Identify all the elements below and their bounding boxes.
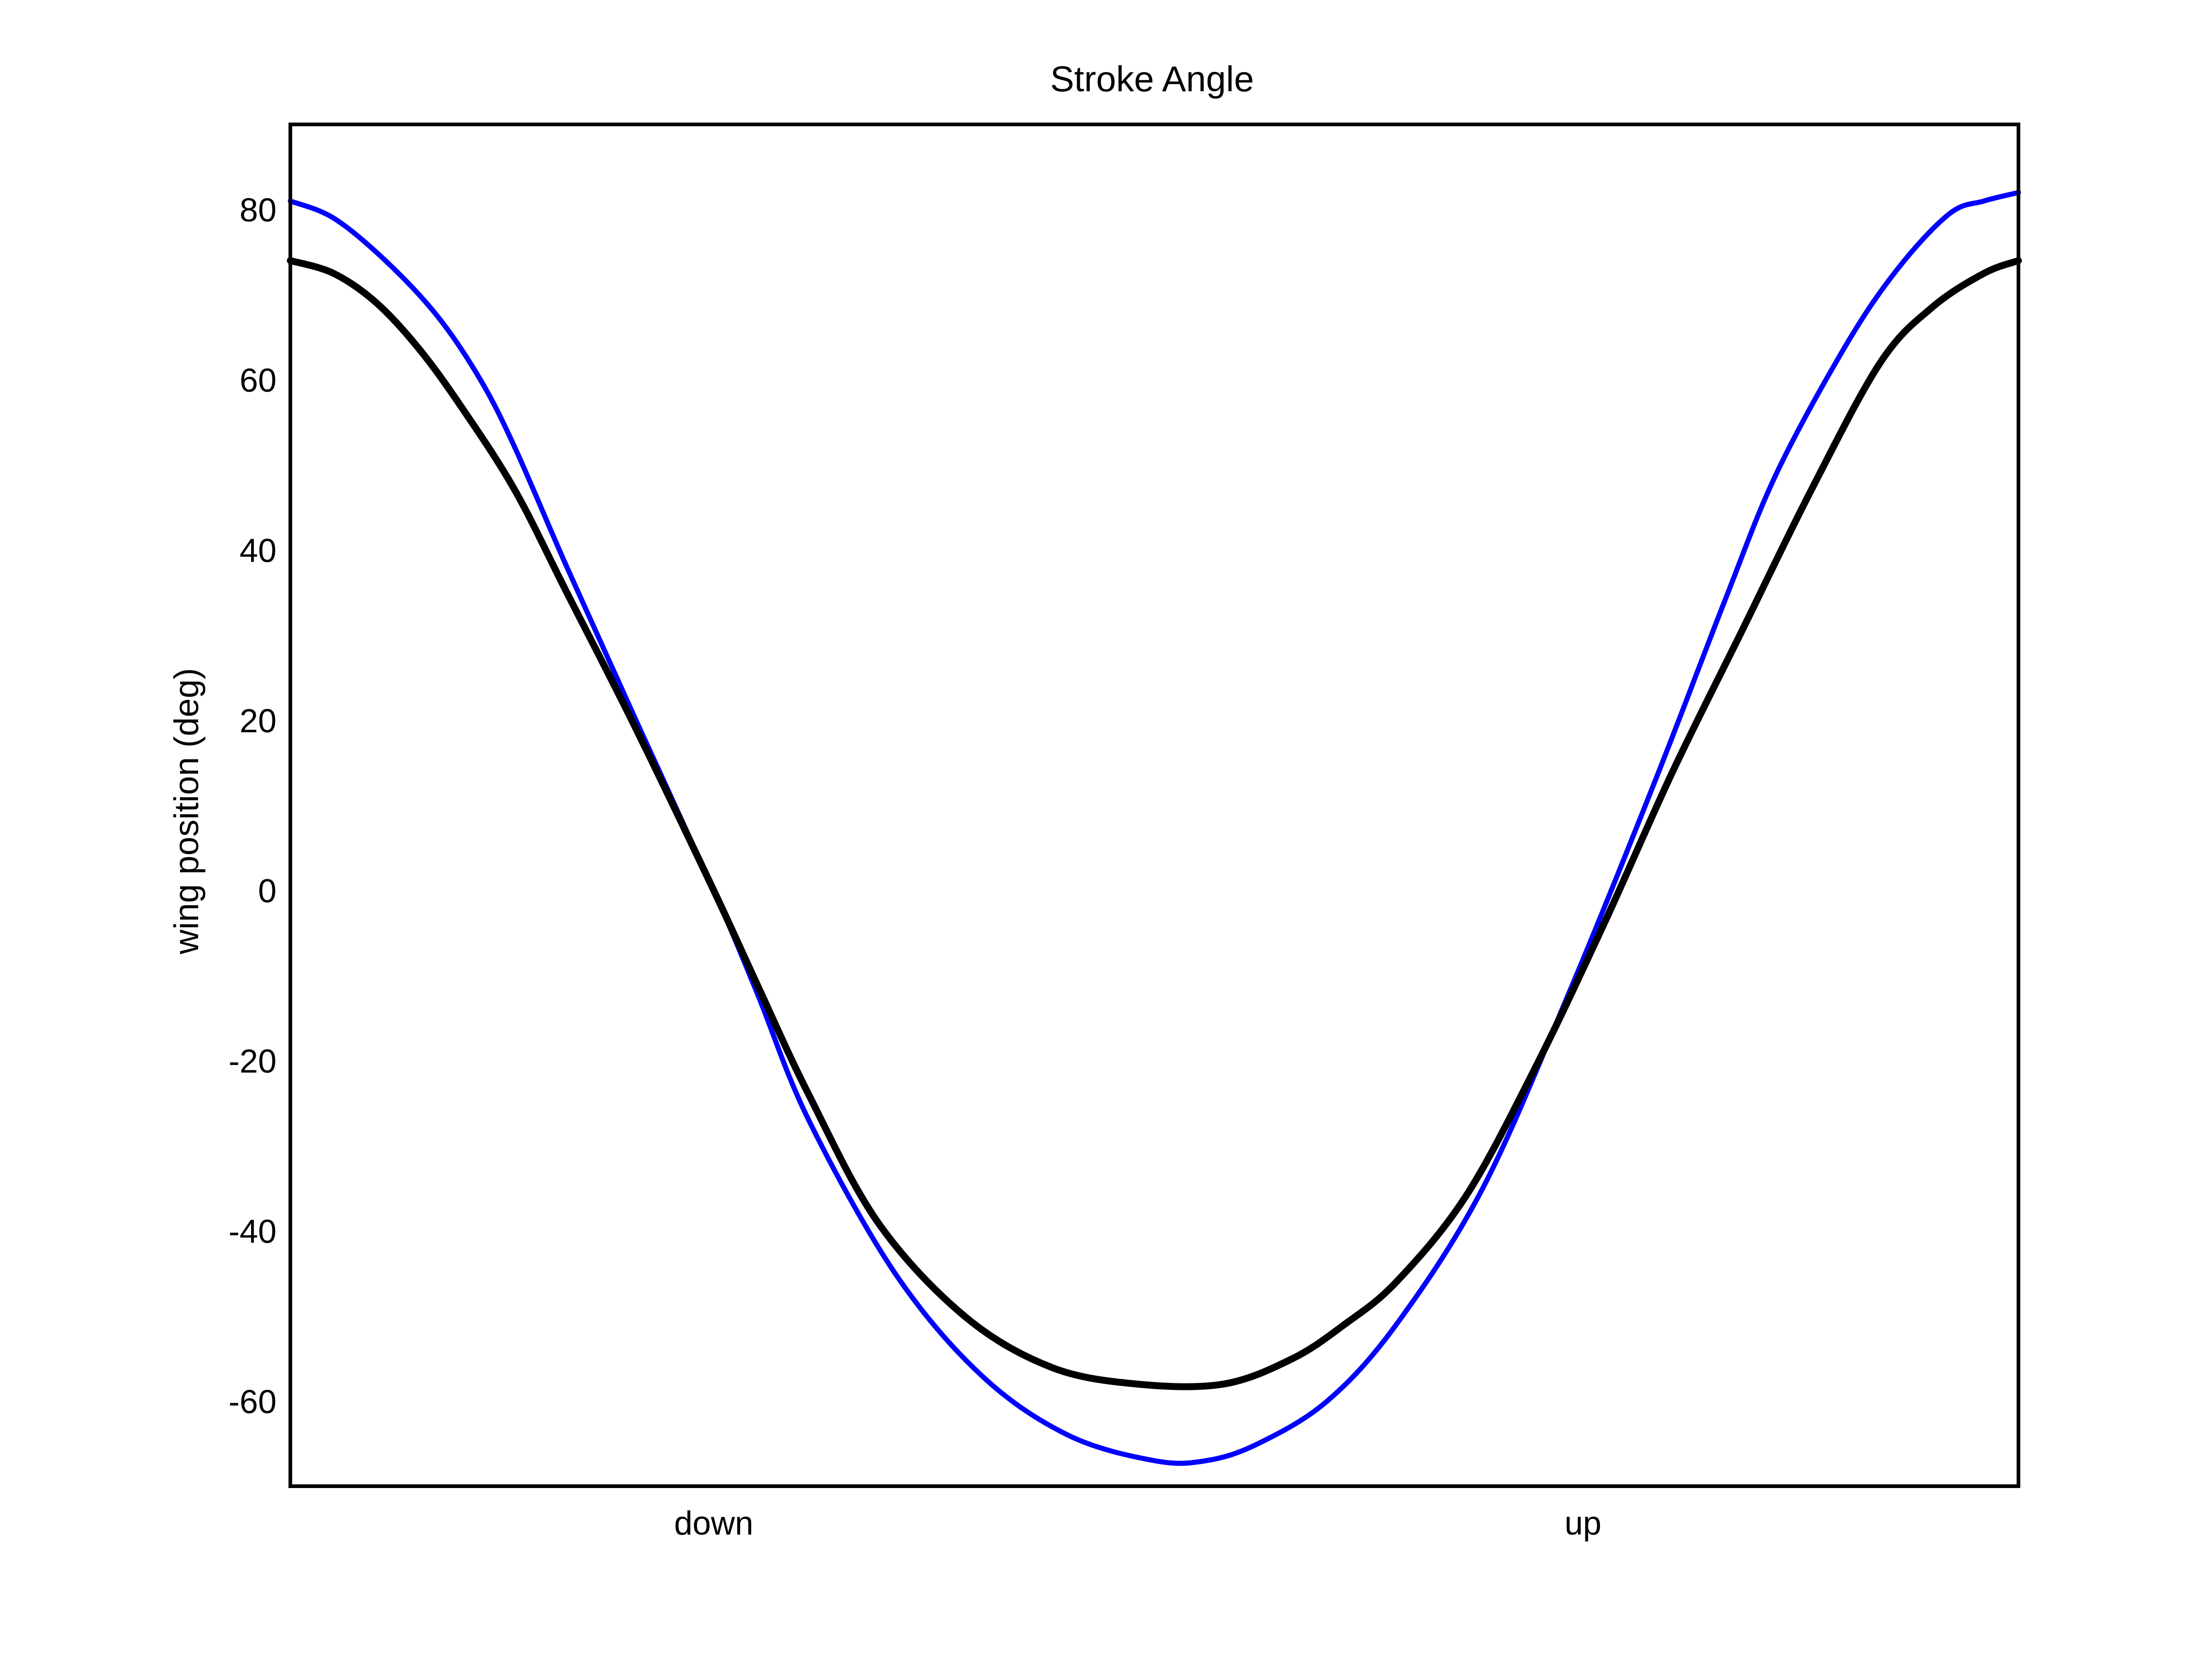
x-tick-label: down — [674, 1505, 753, 1542]
y-tick-label: -60 — [229, 1383, 276, 1420]
y-tick-label: 40 — [240, 532, 276, 569]
plot-area — [287, 190, 2022, 1466]
y-tick-label: 80 — [240, 192, 276, 229]
x-axis-ticks: down up — [674, 1505, 1601, 1542]
x-tick-label: up — [1565, 1505, 1601, 1542]
y-tick-label: -20 — [229, 1043, 276, 1080]
plot-frame — [288, 123, 2020, 1488]
y-tick-label: 60 — [240, 362, 276, 399]
y-tick-label: 20 — [240, 703, 276, 740]
y-tick-label: -40 — [229, 1213, 276, 1250]
y-axis-ticks: 80 60 40 20 0 -20 -40 -60 — [229, 192, 276, 1421]
series-line-blue — [288, 190, 2021, 1466]
y-tick-label: 0 — [258, 873, 276, 910]
y-axis-label: wing position (deg) — [167, 668, 206, 954]
series-line-black — [287, 257, 2022, 1390]
chart-title: Stroke Angle — [1050, 59, 1254, 99]
